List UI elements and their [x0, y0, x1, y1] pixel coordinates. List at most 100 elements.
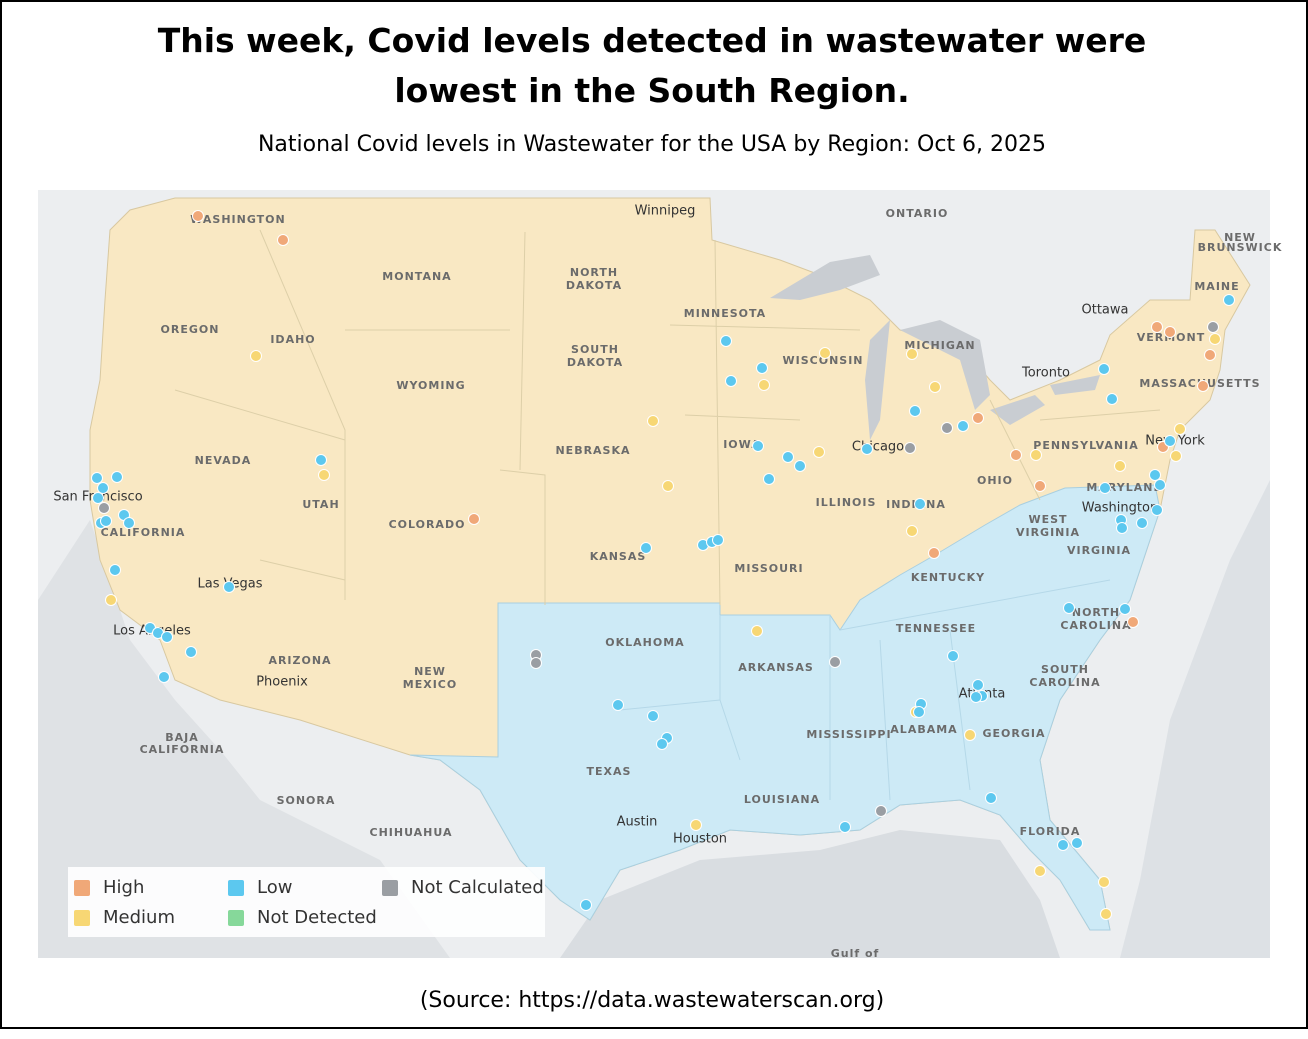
site-dot — [468, 513, 480, 525]
site-dot — [957, 420, 969, 432]
map-label: MISSISSIPPI — [806, 728, 891, 741]
site-dot — [794, 460, 806, 472]
map-label: MICHIGAN — [904, 339, 975, 352]
site-dot — [1164, 435, 1176, 447]
map-label: TEXAS — [587, 765, 632, 778]
site-dot — [111, 471, 123, 483]
site-dot — [277, 234, 289, 246]
site-dot — [1209, 333, 1221, 345]
site-dot — [647, 710, 659, 722]
map-label: NORTH — [570, 266, 618, 279]
legend-swatch — [382, 880, 398, 896]
map-label: NEVADA — [195, 454, 252, 467]
map-label: IOWA — [723, 438, 761, 451]
site-dot — [1034, 865, 1046, 877]
site-dot — [929, 381, 941, 393]
site-dot — [250, 350, 262, 362]
site-dot — [985, 792, 997, 804]
map-label: CHIHUAHUA — [370, 826, 453, 839]
site-dot — [906, 525, 918, 537]
site-dot — [763, 473, 775, 485]
city-label: Houston — [673, 832, 727, 847]
site-dot — [1098, 363, 1110, 375]
map-label: SOUTH — [571, 343, 619, 356]
legend-box — [68, 867, 545, 937]
site-dot — [751, 625, 763, 637]
site-dot — [1119, 603, 1131, 615]
site-dot — [158, 671, 170, 683]
site-dot — [861, 443, 873, 455]
map-label: PENNSYLVANIA — [1033, 439, 1138, 452]
map-label: SONORA — [277, 794, 336, 807]
site-dot — [1154, 479, 1166, 491]
map-label: OREGON — [161, 323, 220, 336]
map-label: NEW — [414, 665, 446, 678]
site-dot — [1106, 393, 1118, 405]
legend-label: Medium — [103, 907, 175, 928]
site-dot — [1136, 517, 1148, 529]
map-label: CALIFORNIA — [140, 743, 225, 756]
site-dot — [913, 706, 925, 718]
site-dot — [725, 375, 737, 387]
site-dot — [98, 502, 110, 514]
city-label: Chicago — [852, 440, 904, 455]
map-label: LOUISIANA — [744, 793, 820, 806]
legend-label: Low — [257, 877, 292, 898]
site-dot — [712, 534, 724, 546]
map-label: KENTUCKY — [911, 571, 985, 584]
map-label: NEBRASKA — [555, 444, 630, 457]
legend-swatch — [74, 910, 90, 926]
map-base — [38, 190, 1270, 958]
map-label: IDAHO — [270, 333, 315, 346]
site-dot — [690, 819, 702, 831]
site-dot — [123, 517, 135, 529]
site-dot — [1116, 522, 1128, 534]
site-dot — [92, 492, 104, 504]
site-dot — [928, 547, 940, 559]
site-dot — [875, 805, 887, 817]
site-dot — [1063, 602, 1075, 614]
site-dot — [185, 646, 197, 658]
site-dot — [782, 451, 794, 463]
map-label: MISSOURI — [734, 562, 803, 575]
site-dot — [906, 348, 918, 360]
site-dot — [647, 415, 659, 427]
site-dot — [1071, 837, 1083, 849]
city-label: Austin — [617, 815, 658, 830]
map-label: ARKANSAS — [738, 661, 814, 674]
site-dot — [1151, 504, 1163, 516]
site-dot — [656, 738, 668, 750]
site-dot — [1204, 349, 1216, 361]
map-label: DAKOTA — [567, 356, 623, 369]
city-label: Winnipeg — [635, 204, 696, 219]
title: This week, Covid levels detected in wast… — [157, 21, 1147, 110]
map-label: ONTARIO — [886, 207, 949, 220]
site-dot — [318, 469, 330, 481]
map-label: GEORGIA — [983, 727, 1046, 740]
city-label: Washington — [1082, 501, 1158, 516]
map-label: MINNESOTA — [684, 307, 766, 320]
site-dot — [1100, 908, 1112, 920]
site-dot — [1034, 480, 1046, 492]
site-dot — [1127, 616, 1139, 628]
map-label: NEW — [1224, 231, 1256, 244]
site-dot — [1223, 294, 1235, 306]
site-dot — [1197, 380, 1209, 392]
site-dot — [1114, 460, 1126, 472]
source: (Source: https://data.wastewaterscan.org… — [419, 988, 885, 1013]
site-dot — [972, 412, 984, 424]
site-dot — [904, 442, 916, 454]
site-dot — [1151, 321, 1163, 333]
site-dot — [947, 650, 959, 662]
site-dot — [829, 656, 841, 668]
map-label: CALIFORNIA — [101, 526, 186, 539]
map-label: ARIZONA — [268, 654, 331, 667]
map-label: MARYLAND — [1086, 481, 1163, 494]
legend-label: Not Calculated — [411, 877, 544, 898]
map-label: CAROLINA — [1060, 619, 1131, 632]
map-label: WASHINGTON — [190, 213, 285, 226]
site-dot — [1057, 839, 1069, 851]
site-dot — [91, 472, 103, 484]
legend-swatch — [228, 910, 244, 926]
site-dot — [161, 631, 173, 643]
